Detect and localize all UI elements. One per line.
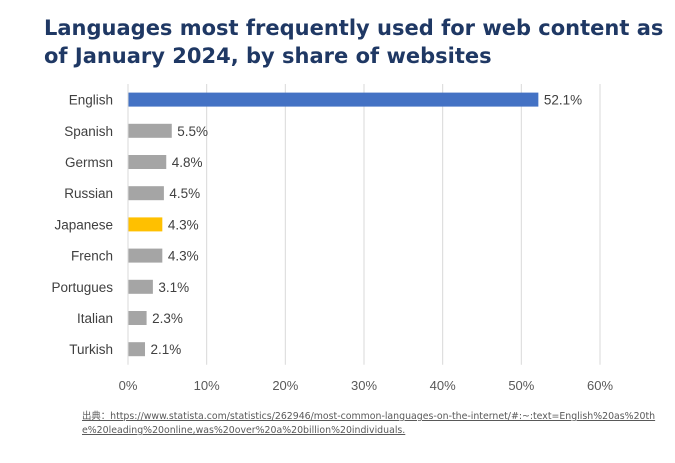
bar — [128, 248, 163, 263]
x-tick-label: 60% — [587, 378, 613, 393]
bar — [128, 311, 147, 325]
gridlines — [127, 84, 601, 365]
chart-title: Languages most frequently used for web c… — [44, 16, 664, 68]
category-label: Germsn — [65, 155, 113, 170]
x-tick-label: 10% — [194, 378, 220, 393]
category-label: Portugues — [51, 280, 113, 295]
category-label: Spanish — [64, 124, 113, 139]
bar — [128, 186, 164, 201]
x-tick-label: 20% — [272, 378, 298, 393]
bar-chart: English Spanish Germsn Russian Japanese Frenc… — [51, 84, 614, 393]
category-label: English — [69, 93, 113, 108]
category-label: Italian — [77, 311, 113, 326]
bar — [128, 342, 146, 357]
bar — [128, 123, 172, 138]
x-tick-label: 40% — [430, 378, 456, 393]
value-label: 4.3% — [168, 249, 199, 264]
value-label: 3.1% — [158, 280, 189, 295]
category-label: French — [71, 249, 113, 264]
value-label: 4.5% — [169, 186, 200, 201]
value-label: 2.1% — [151, 342, 182, 357]
x-tick-label: 0% — [119, 378, 138, 393]
bar — [128, 279, 153, 294]
value-label: 52.1% — [544, 93, 582, 108]
value-label: 4.8% — [172, 155, 203, 170]
bar — [128, 92, 539, 107]
x-tick-label: 30% — [351, 378, 377, 393]
value-label: 5.5% — [177, 124, 208, 139]
bars — [128, 92, 539, 357]
category-label: Japanese — [54, 217, 113, 232]
category-label: Russian — [64, 186, 113, 201]
source-link[interactable]: 出典：https://www.statista.com/statistics/2… — [82, 411, 656, 436]
category-labels: English Spanish Germsn Russian Japanese Frenc… — [51, 93, 113, 358]
value-labels: 52.1% 5.5% 4.8% 4.5% 4.3% 4.3% 3.1% 2.3% 2.1% — [151, 93, 583, 358]
bar — [128, 217, 163, 232]
x-tick-labels: 0% 10% 20% 30% 40% 50% 60% — [119, 378, 614, 393]
category-label: Turkish — [69, 342, 113, 357]
value-label: 2.3% — [152, 311, 183, 326]
value-label: 4.3% — [168, 217, 199, 232]
bar — [128, 155, 167, 169]
x-tick-label: 50% — [508, 378, 534, 393]
